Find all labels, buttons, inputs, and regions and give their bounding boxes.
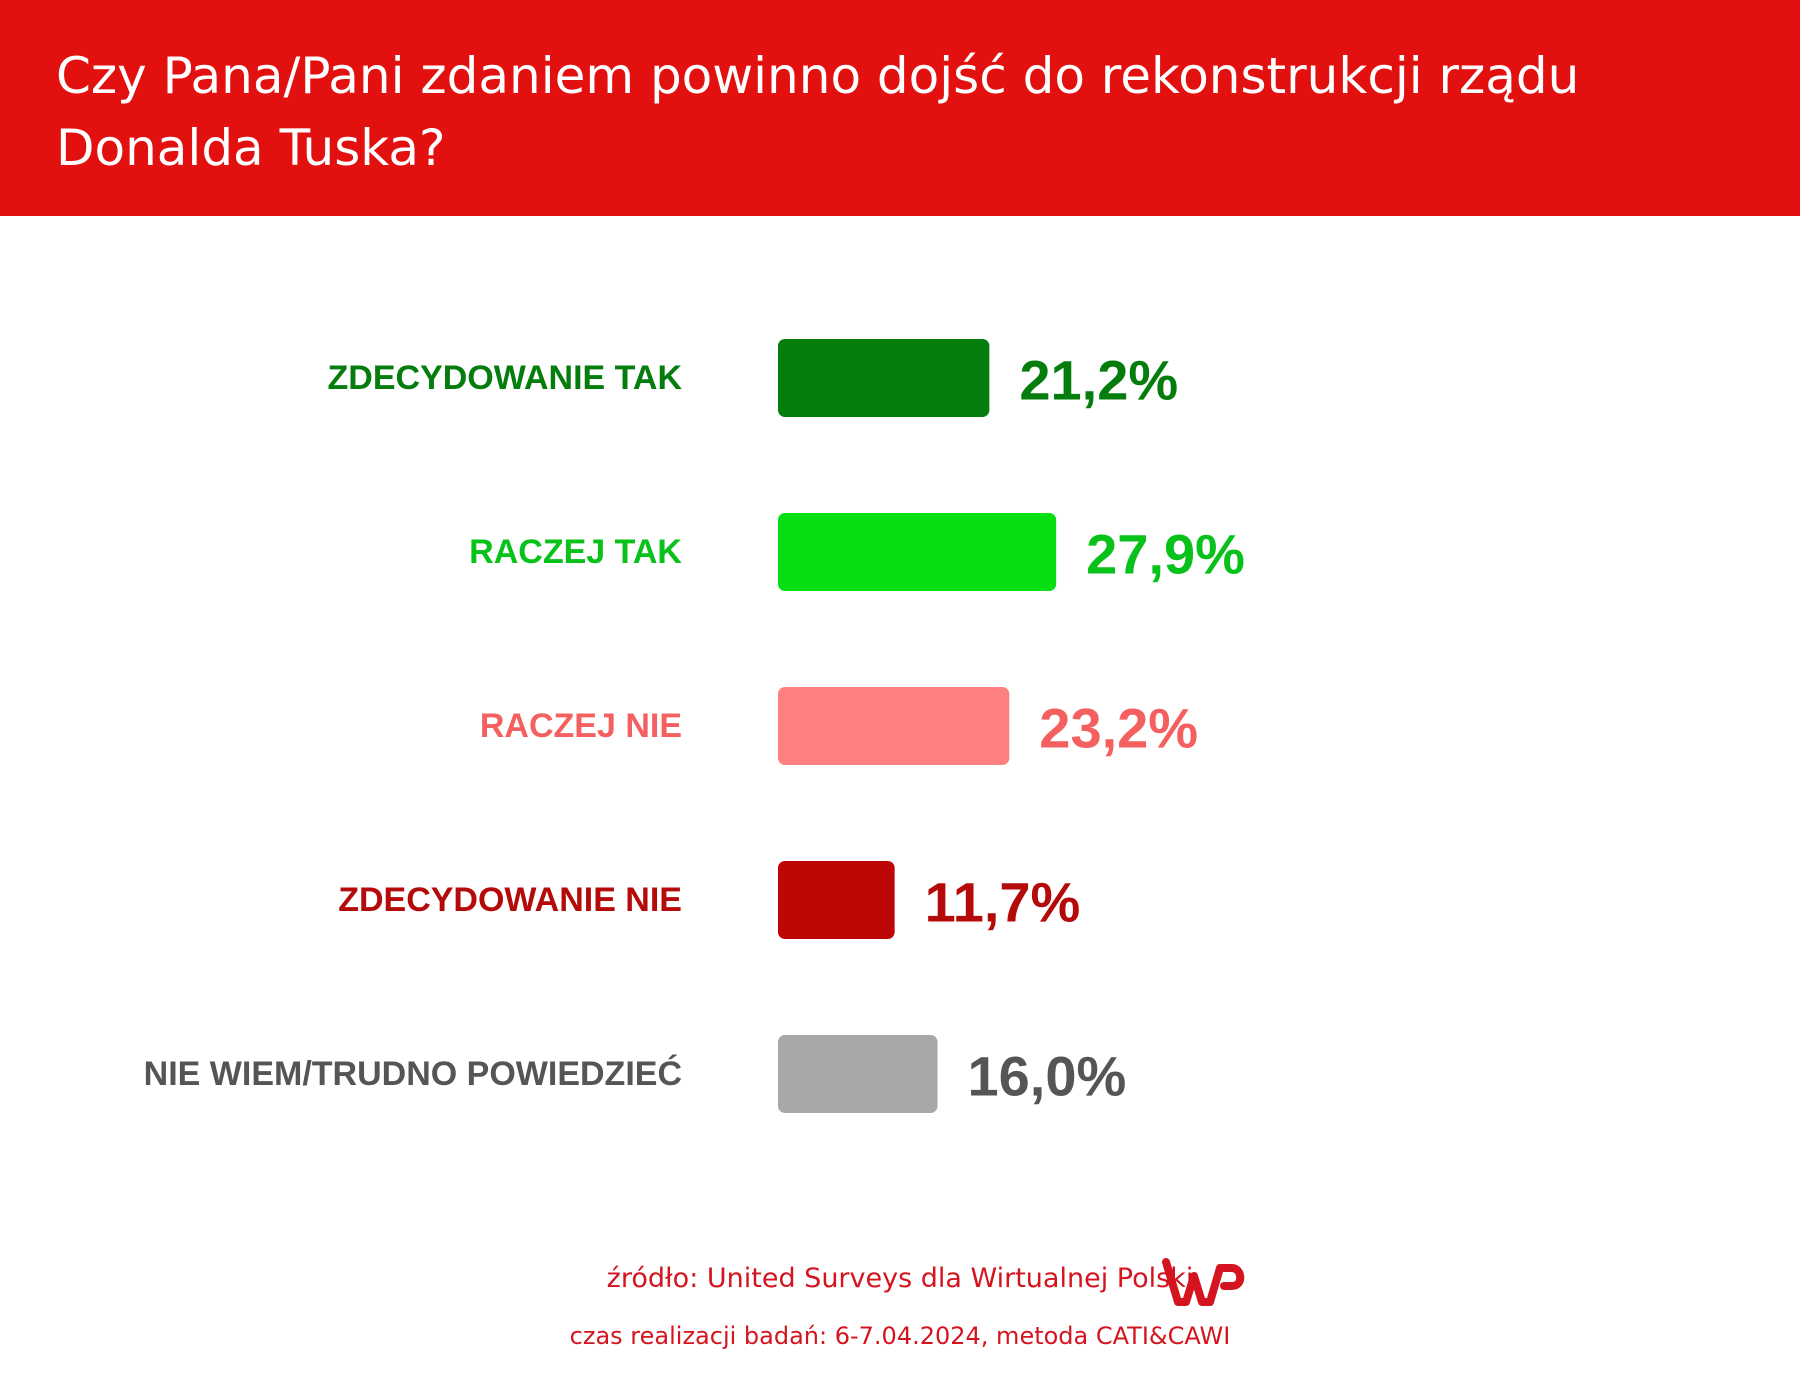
value-label-raczej-nie: 23,2% [1039,697,1198,760]
source-text: źródło: United Surveys dla Wirtualnej Po… [606,1263,1194,1294]
chart-title: Czy Pana/Pani zdaniem powinno dojść do r… [56,47,1580,177]
value-label-zdecydowanie-tak: 21,2% [1019,349,1178,412]
value-label-nie-wiem-trudno-powiedziec: 16,0% [968,1045,1127,1108]
category-label-zdecydowanie-nie: ZDECYDOWANIE NIE [338,881,682,919]
survey-details: czas realizacji badań: 6-7.04.2024, meto… [569,1322,1231,1350]
header-bar: Czy Pana/Pani zdaniem powinno dojść do r… [0,0,1800,216]
source-note: źródło: United Surveys dla Wirtualnej Po… [0,1262,1800,1294]
category-label-nie-wiem-trudno-powiedziec: NIE WIEM/TRUDNO POWIEDZIEĆ [144,1055,682,1093]
value-label-zdecydowanie-nie: 11,7% [925,871,1081,934]
bar-chart: ZDECYDOWANIE TAK 21,2% RACZEJ TAK 27,9% RACZ… [144,339,1245,1113]
category-label-zdecydowanie-tak: ZDECYDOWANIE TAK [328,359,683,397]
bar-zdecydowanie-nie [778,861,895,939]
bar-zdecydowanie-tak [778,339,990,417]
value-label-raczej-tak: 27,9% [1086,523,1245,586]
bar-raczej-nie [778,687,1010,765]
bar-raczej-tak [778,513,1057,591]
category-label-raczej-tak: RACZEJ TAK [469,533,682,571]
wp-logo [1162,1258,1245,1306]
category-label-raczej-nie: RACZEJ NIE [480,707,682,745]
bar-nie-wiem-trudno-powiedziec [778,1035,938,1113]
